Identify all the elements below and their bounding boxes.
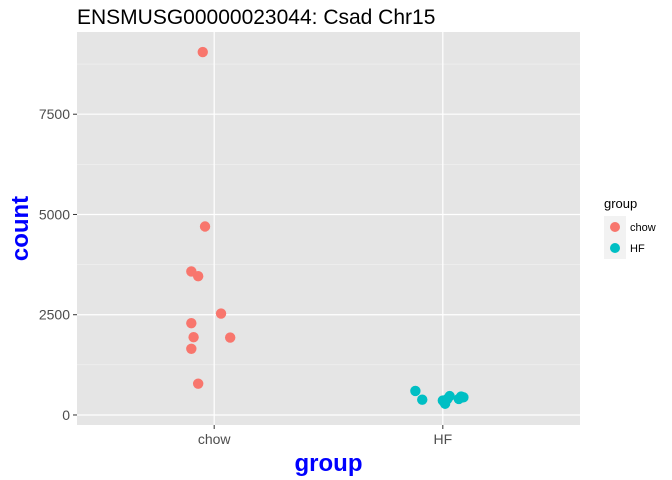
- grid-major-lines: [77, 32, 580, 425]
- legend-title: group: [604, 196, 637, 211]
- grid-minor-lines: [77, 63, 580, 366]
- legend-key-chow: [610, 222, 620, 232]
- data-point-hf: [458, 392, 469, 403]
- data-point-chow: [197, 46, 208, 58]
- legend-label-hf: HF: [630, 243, 645, 255]
- data-point-chow: [192, 271, 204, 282]
- data-point-chow: [224, 332, 236, 343]
- plot-panel: [77, 32, 580, 425]
- y-tick-label: 5000: [39, 206, 70, 222]
- y-axis-title: count: [7, 196, 34, 261]
- data-point-chow: [199, 221, 211, 232]
- legend-label-chow: chow: [630, 222, 656, 234]
- legend-key-hf: [610, 243, 620, 253]
- data-point-chow: [186, 343, 197, 355]
- data-point-hf: [417, 394, 428, 405]
- x-tick-label: HF: [433, 431, 452, 447]
- data-point-chow: [215, 308, 227, 319]
- y-tick-label: 0: [62, 407, 70, 423]
- x-axis-title: group: [295, 450, 363, 477]
- y-tick-label: 7500: [39, 106, 70, 122]
- data-point-chow: [192, 378, 204, 389]
- data-point-chow: [186, 317, 197, 329]
- legend: group chow HF: [604, 196, 656, 259]
- x-tick-label: chow: [198, 431, 232, 447]
- y-tick-label: 2500: [39, 307, 70, 323]
- y-axis-ticks: 0 2500 5000 7500: [39, 106, 77, 423]
- chart-title: ENSMUSG00000023044: Csad Chr15: [77, 6, 435, 29]
- data-point-chow: [188, 331, 199, 343]
- x-axis-ticks: chow HF: [198, 425, 452, 447]
- data-points: [186, 46, 469, 409]
- data-point-hf: [410, 385, 421, 397]
- data-point-hf: [439, 398, 451, 409]
